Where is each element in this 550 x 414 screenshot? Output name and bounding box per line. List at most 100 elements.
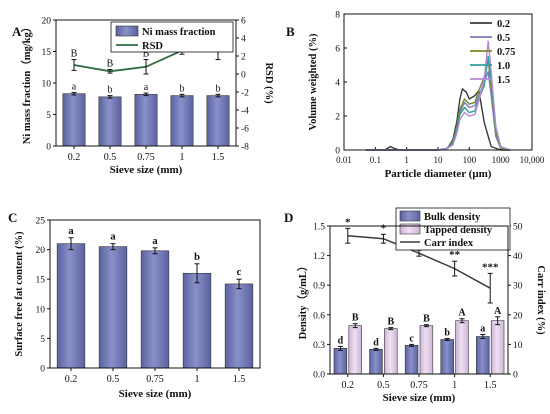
bulk-density-sig-letter: c [409,333,414,344]
bulk-density-bar [333,348,348,375]
x-axis-label: Sieve size (mm) [110,164,183,176]
legend-swatch-bulk [399,210,421,222]
ni-mass-bar [206,95,230,147]
x-tick-label: 0.75 [410,380,428,391]
free-fat-bar [56,243,86,369]
tapped-density-sig-letter: A [458,308,466,319]
y2-axis-label: RSD (%) [263,62,274,104]
bulk-density-sig-letter: a [480,324,485,335]
x-tick-label: 1.5 [233,374,246,385]
carr-index-sig-mark: * [345,216,351,228]
y-tick-label: 5 [40,335,45,345]
panel-b: B 0 2 4 6 8 0.01 0.1 1 10 100 1000 10,000 Particle di… [286,11,545,181]
bulk-density-bar [476,336,490,375]
x-tick-label: 0.2 [68,152,81,163]
y-tick-label: 1.5 [313,223,325,233]
free-fat-bar [224,283,254,369]
y-tick-label: 10 [42,80,52,90]
ni-mass-bar [98,96,122,147]
y-tick-label: 0.9 [313,282,325,292]
y-tick-label: 6 [335,45,340,55]
y-tick-label: 10 [36,305,46,315]
y-axis-label: Surface free fat content (%) [14,231,25,357]
y-tick-label: 15 [42,48,52,58]
y2-tick-label: 20 [513,311,523,321]
legend-swatch-ni [115,25,139,37]
y2-tick-label: -6 [241,125,249,135]
ni-mass-bar [62,93,86,147]
ni-mass-sig-letter: b [108,85,113,96]
x-tick-label: 0.75 [137,152,155,163]
panel-a-frame [55,19,237,147]
panel-letter: B [286,24,295,39]
free-fat-sig-letter: a [68,226,74,237]
free-fat-sig-letter: a [152,236,158,247]
y2-axis-label: Carr index (%) [535,265,546,335]
y2-tick-label: -2 [241,89,249,99]
panel-d: D 0.0 0.3 0.6 0.9 1.2 1.5 0 10 20 30 40 50 d d c b a B B B A A… [284,207,546,404]
y-axis-label: Ni mass fraction（mg/kg） [20,22,33,145]
legend-label-tapped: Tapped density [424,225,493,236]
y2-tick-label: 40 [513,252,523,262]
y-tick-label: 8 [335,11,340,21]
x-tick-label: 0.5 [104,152,117,163]
legend-label-carr: Carr index [424,238,474,249]
legend-label-ni: Ni mass fraction [142,27,216,38]
x-tick-label: 1 [180,152,185,163]
y-tick-label: 4 [335,79,340,89]
y-tick-label: 15 [36,276,46,286]
carr-index-sig-mark: *** [482,261,499,273]
tapped-density-bar [348,325,362,375]
y-tick-label: 5 [46,111,51,121]
carr-index-sig-mark: ** [449,249,461,261]
bulk-density-bar [440,339,454,375]
legend-label: 0.75 [497,47,515,58]
y2-tick-label: 0 [241,71,246,81]
y2-tick-label: -4 [241,107,249,117]
x-tick-label: 0.01 [336,155,352,165]
x-tick-label: 0.5 [107,374,120,385]
y2-tick-label: 0 [513,371,518,381]
tapped-density-bar [419,325,434,375]
y-tick-label: 2 [335,113,340,123]
x-tick-label: 0.2 [342,380,355,391]
y2-tick-label: 30 [513,282,523,292]
bulk-density-bar [404,345,419,375]
y-tick-label: 0.3 [313,341,325,351]
ni-mass-bar [134,94,158,147]
ni-mass-bar [170,95,194,147]
ni-mass-sig-letter: b [180,83,185,94]
free-fat-sig-letter: c [237,267,242,278]
x-axis-label: Particle diameter (μm) [385,168,492,180]
x-tick-label: 0.1 [370,155,381,165]
y-tick-label: 1.2 [313,252,325,262]
tapped-density-bar [490,320,505,375]
bulk-density-sig-letter: d [338,335,344,346]
x-axis-label: Sieve size (mm) [383,392,456,404]
y2-tick-label: 4 [241,35,246,45]
y-tick-label: 0.0 [313,371,325,381]
legend-label: 1.5 [497,75,510,86]
y-tick-label: 20 [42,17,52,27]
y2-tick-label: -8 [241,143,249,153]
carr-index-sig-mark: * [381,222,387,234]
free-fat-bar [182,272,212,369]
tapped-density-sig-letter: A [494,306,502,317]
rsd-sig-letter: B [143,49,150,60]
y2-tick-label: 50 [513,223,523,233]
y-axis-label: Volume weighted (%) [308,33,319,131]
y-tick-label: 0.6 [313,311,325,321]
free-fat-sig-letter: a [110,232,116,243]
tapped-density-bar [455,320,469,375]
panel-b-frame [343,13,533,151]
x-tick-label: 1 [452,380,457,391]
y2-tick-label: 6 [241,17,246,27]
ni-mass-sig-letter: a [72,81,77,92]
tapped-density-bar [384,328,398,375]
psd-line-0.2 [365,88,511,151]
legend-label: 0.5 [497,33,510,44]
y-tick-label: 0 [40,365,45,375]
y-axis-label: Density（g/mL） [296,261,309,340]
rsd-sig-letter: B [71,49,78,60]
panel-letter: A [12,24,22,39]
